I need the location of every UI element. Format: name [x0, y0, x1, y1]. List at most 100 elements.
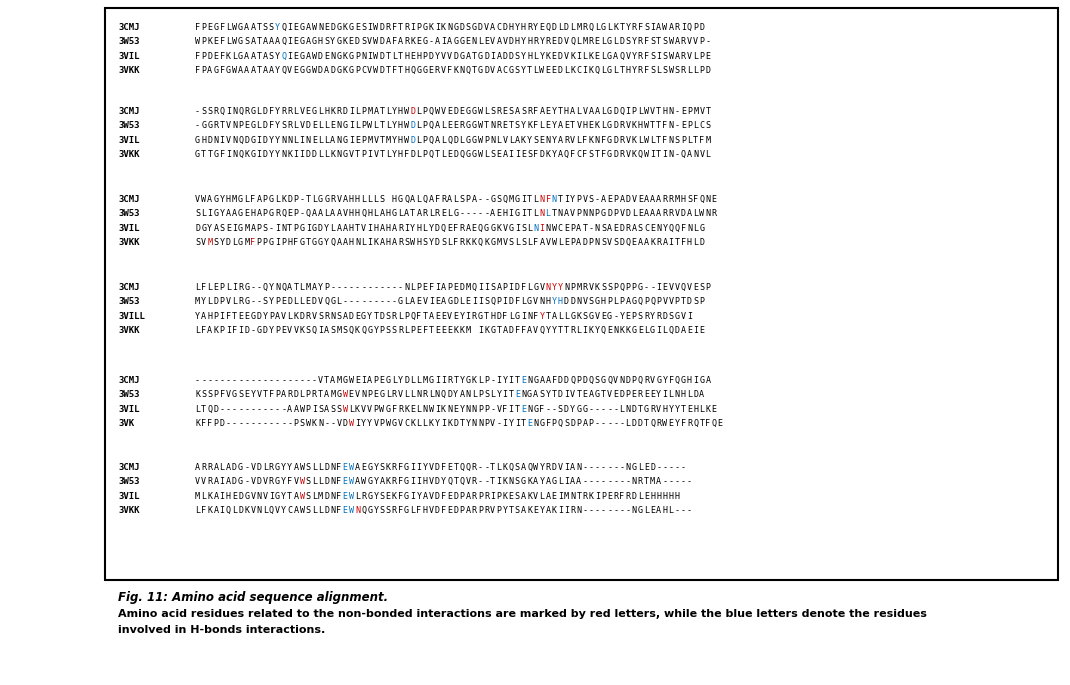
Text: N: N [355, 238, 360, 247]
Text: P: P [459, 506, 464, 515]
Text: A: A [250, 37, 256, 47]
Text: T: T [638, 405, 643, 414]
Text: L: L [318, 150, 323, 159]
Text: F: F [582, 150, 587, 159]
Text: F: F [515, 326, 520, 335]
Text: -: - [300, 195, 305, 203]
Text: D: D [613, 107, 618, 116]
Text: I: I [349, 107, 354, 116]
Text: I: I [508, 209, 514, 219]
Text: H: H [398, 121, 403, 130]
Text: L: L [416, 121, 422, 130]
Text: G: G [478, 52, 483, 61]
Text: E: E [447, 150, 453, 159]
Text: -: - [490, 376, 495, 385]
Text: P: P [687, 121, 692, 130]
Text: G: G [250, 136, 256, 145]
Text: F: F [416, 312, 422, 321]
Text: S: S [595, 376, 600, 385]
Text: G: G [472, 107, 477, 116]
Text: G: G [404, 463, 409, 472]
Text: D: D [434, 477, 440, 486]
Text: S: S [380, 195, 384, 203]
Text: K: K [577, 312, 581, 321]
Text: E: E [244, 312, 249, 321]
Text: I: I [410, 477, 415, 486]
Text: W: W [404, 121, 409, 130]
Text: M: M [331, 390, 335, 399]
Text: W: W [644, 150, 648, 159]
Text: D: D [238, 492, 243, 501]
Text: D: D [410, 121, 415, 130]
Text: Q: Q [669, 326, 673, 335]
Text: -: - [380, 283, 384, 292]
Text: P: P [367, 390, 372, 399]
Text: D: D [626, 209, 630, 219]
Text: D: D [324, 506, 330, 515]
Text: S: S [306, 326, 310, 335]
Text: A: A [570, 463, 576, 472]
Text: A: A [373, 107, 379, 116]
Text: A: A [656, 195, 661, 203]
Text: N: N [257, 492, 261, 501]
Text: -: - [601, 419, 606, 428]
Text: 3CMJ: 3CMJ [118, 376, 139, 385]
Text: Y: Y [392, 150, 397, 159]
Text: D: D [324, 477, 330, 486]
Text: W: W [349, 419, 354, 428]
Text: W: W [373, 23, 379, 32]
Text: Y: Y [539, 312, 545, 321]
Text: A: A [434, 121, 440, 130]
Text: E: E [644, 492, 648, 501]
Text: Q: Q [306, 209, 310, 219]
Text: G: G [238, 238, 243, 247]
Text: T: T [201, 405, 207, 414]
Text: D: D [539, 150, 545, 159]
Text: F: F [250, 238, 256, 247]
Text: L: L [533, 66, 538, 75]
Text: F: F [546, 419, 551, 428]
Text: F: F [269, 121, 274, 130]
Text: G: G [651, 326, 655, 335]
Text: W: W [349, 506, 354, 515]
Text: R: R [201, 463, 207, 472]
Text: T: T [656, 150, 661, 159]
Text: D: D [557, 376, 563, 385]
Text: H: H [416, 52, 422, 61]
Text: L: L [373, 195, 379, 203]
Text: R: R [656, 312, 661, 321]
Text: L: L [318, 477, 323, 486]
Text: H: H [656, 492, 661, 501]
Text: K: K [392, 492, 397, 501]
Text: S: S [490, 283, 495, 292]
Text: N: N [478, 419, 483, 428]
Text: A: A [447, 195, 453, 203]
Text: Q: Q [490, 297, 495, 306]
Text: R: R [281, 107, 286, 116]
Text: R: R [546, 463, 551, 472]
Text: A: A [244, 52, 249, 61]
Text: G: G [423, 37, 428, 47]
Text: E: E [539, 23, 545, 32]
Text: S: S [588, 195, 594, 203]
Text: M: M [336, 326, 341, 335]
Text: E: E [712, 195, 717, 203]
Text: R: R [208, 477, 212, 486]
Text: I: I [367, 224, 372, 233]
Text: -: - [257, 376, 261, 385]
Text: P: P [355, 52, 360, 61]
Text: -: - [257, 283, 261, 292]
Text: T: T [528, 209, 532, 219]
Text: V: V [373, 136, 379, 145]
Text: A: A [546, 492, 551, 501]
Text: T: T [293, 283, 299, 292]
Text: H: H [515, 37, 520, 47]
Text: R: R [287, 390, 292, 399]
Text: P: P [631, 283, 637, 292]
Text: H: H [355, 195, 360, 203]
Text: L: L [441, 136, 446, 145]
Text: V: V [651, 376, 655, 385]
Text: L: L [404, 326, 409, 335]
Text: I: I [287, 37, 292, 47]
Text: N: N [472, 405, 477, 414]
